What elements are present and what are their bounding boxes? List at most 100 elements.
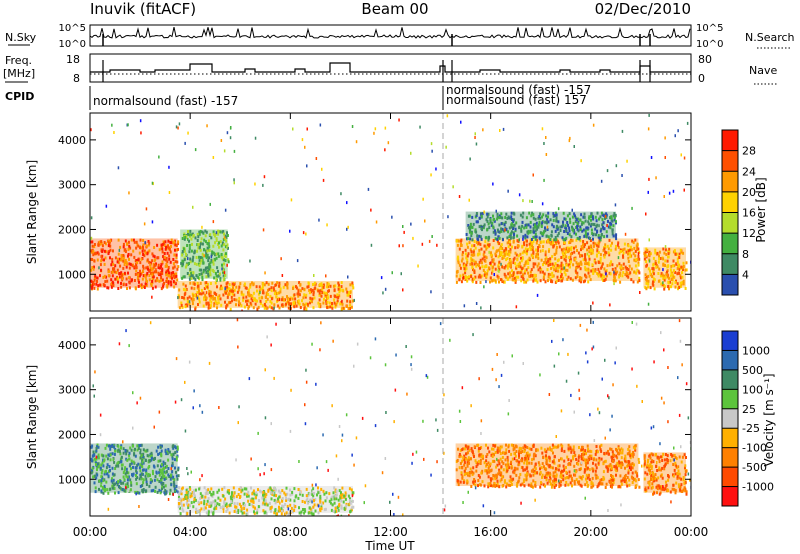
data-pixel [574, 276, 577, 280]
nsky-trace [89, 26, 691, 46]
data-pixel [319, 302, 322, 306]
data-pixel [107, 286, 110, 290]
data-pixel [228, 288, 231, 292]
data-pixel [598, 482, 601, 486]
data-pixel [551, 262, 554, 266]
data-pixel [536, 471, 538, 475]
data-pixel [271, 281, 274, 285]
data-pixel [236, 502, 239, 506]
data-pixel [501, 247, 504, 250]
data-pixel [568, 139, 571, 143]
data-pixel [597, 234, 600, 237]
data-pixel [493, 484, 496, 487]
data-pixel [338, 294, 341, 298]
data-pixel [161, 272, 164, 276]
data-pixel [198, 255, 200, 259]
data-pixel [332, 284, 335, 288]
data-pixel [540, 231, 543, 235]
data-pixel [619, 451, 622, 455]
data-pixel [600, 211, 603, 215]
data-pixel [590, 450, 593, 454]
data-pixel [567, 476, 570, 480]
data-pixel [328, 499, 331, 503]
data-pixel [210, 503, 213, 507]
data-pixel [234, 505, 237, 509]
data-pixel [197, 500, 200, 504]
data-pixel [205, 502, 208, 506]
data-pixel [202, 270, 205, 274]
data-pixel [215, 231, 218, 235]
data-pixel [109, 447, 112, 451]
data-pixel [654, 248, 657, 252]
data-pixel [491, 459, 494, 463]
data-pixel [658, 250, 661, 254]
data-pixel [137, 273, 140, 277]
data-pixel [207, 242, 210, 246]
data-pixel [120, 285, 123, 289]
data-pixel [555, 246, 558, 249]
data-pixel [122, 256, 125, 260]
data-pixel [184, 494, 187, 497]
nsearch-tick-low: 10^0 [696, 39, 723, 50]
data-pixel [125, 467, 128, 471]
data-pixel [500, 278, 502, 282]
data-pixel [501, 475, 504, 479]
data-pixel [171, 464, 174, 467]
data-pixel [491, 455, 494, 458]
data-pixel [682, 265, 684, 269]
data-pixel [184, 141, 186, 145]
data-pixel [117, 166, 120, 170]
data-pixel [584, 258, 587, 262]
data-pixel [611, 267, 614, 271]
data-pixel [112, 268, 115, 272]
data-pixel [145, 266, 148, 270]
data-pixel [597, 267, 600, 271]
data-pixel [573, 246, 575, 250]
data-pixel [628, 483, 631, 487]
data-pixel [480, 227, 483, 231]
data-pixel [648, 177, 650, 181]
nsearch-tick-high: 10^5 [696, 23, 723, 34]
data-pixel [490, 255, 493, 259]
data-pixel [549, 218, 552, 222]
data-pixel [126, 287, 128, 290]
data-pixel [173, 253, 176, 257]
data-pixel [621, 463, 624, 467]
data-pixel [586, 252, 589, 256]
data-pixel [130, 467, 132, 471]
data-pixel [485, 455, 488, 459]
data-pixel [515, 484, 518, 488]
data-pixel [166, 251, 169, 255]
data-pixel [185, 488, 188, 492]
data-pixel [602, 475, 605, 479]
data-pixel [542, 213, 545, 217]
data-pixel [575, 457, 578, 461]
data-pixel [460, 238, 463, 242]
data-pixel [477, 449, 480, 453]
data-pixel [270, 509, 272, 513]
data-pixel [592, 237, 594, 241]
data-pixel [470, 250, 473, 254]
data-pixel [567, 483, 570, 487]
data-pixel [608, 238, 611, 242]
data-pixel [505, 258, 508, 262]
data-pixel [476, 463, 479, 467]
data-pixel [430, 142, 433, 146]
data-pixel [163, 241, 166, 245]
data-pixel [219, 277, 222, 281]
data-pixel [581, 475, 584, 479]
data-pixel [589, 449, 592, 453]
data-pixel [106, 286, 109, 290]
data-pixel [536, 239, 539, 243]
data-pixel [474, 136, 476, 139]
data-pixel [588, 254, 590, 258]
data-pixel [206, 499, 209, 503]
data-pixel [647, 279, 650, 283]
data-pixel [590, 222, 593, 226]
data-pixel [645, 212, 647, 216]
data-pixel [325, 299, 328, 303]
data-pixel [585, 473, 588, 477]
data-pixel [134, 265, 137, 269]
data-pixel [465, 267, 468, 271]
data-pixel [615, 473, 617, 477]
